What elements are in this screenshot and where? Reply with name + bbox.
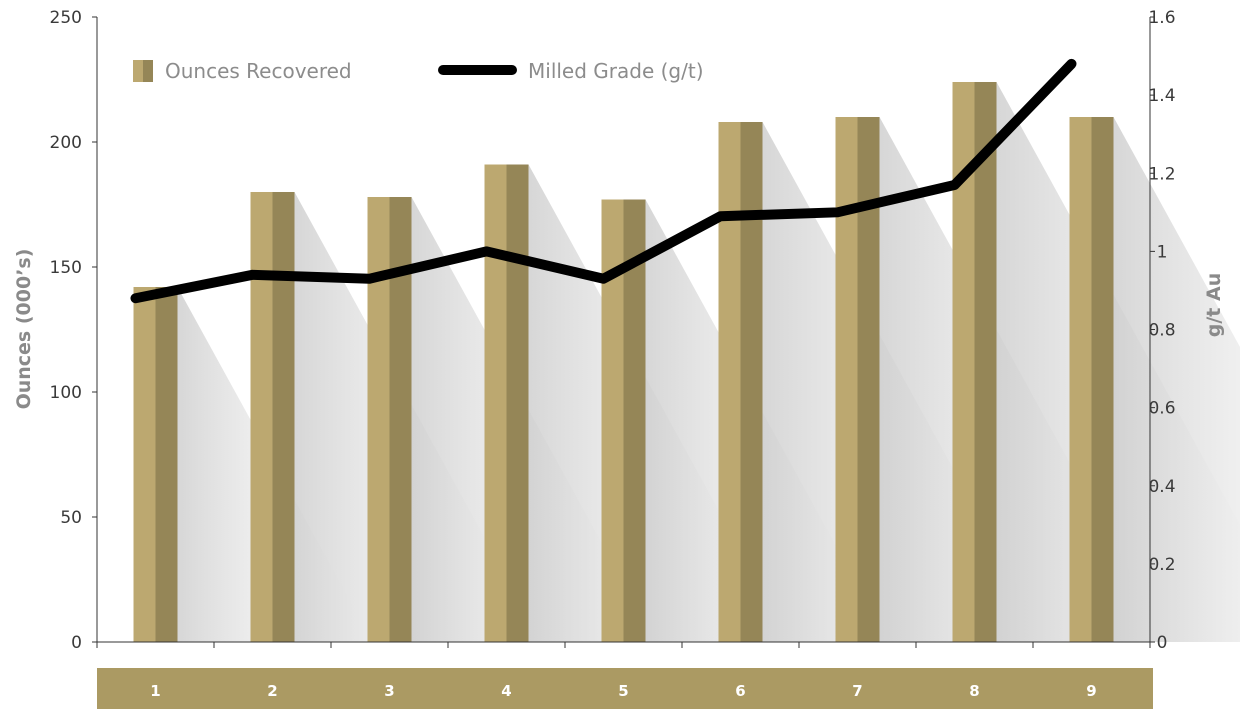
y2-axis-title: g/t Au <box>1203 273 1225 337</box>
y-axis-title: Ounces (000’s) <box>13 249 35 410</box>
y-tick-label: 0 <box>71 633 82 653</box>
category-band: 1 2 3 4 5 6 7 8 9 <box>97 668 1153 709</box>
x-tick-label: 2 <box>267 682 277 700</box>
x-tick-label: 4 <box>501 682 511 700</box>
bar-shade <box>1091 117 1114 642</box>
x-tick-label: 5 <box>618 682 628 700</box>
bar-shade <box>389 197 412 642</box>
y-tick-label: 250 <box>50 8 82 28</box>
y2-tick-label: 1 <box>1157 242 1168 262</box>
bar <box>952 82 975 642</box>
line-series <box>130 58 1077 304</box>
bar-shade <box>155 287 178 642</box>
x-tick-label: 8 <box>969 682 979 700</box>
y2-tick-label: 1.2 <box>1148 164 1175 184</box>
bar-shade <box>272 192 295 642</box>
y2-tick-label: 1.4 <box>1148 86 1175 106</box>
y2-tick-label: 0.8 <box>1148 321 1175 341</box>
x-tick-label: 7 <box>852 682 862 700</box>
y-tick-label: 100 <box>50 383 82 403</box>
y2-tick-label: 0.6 <box>1148 399 1175 419</box>
bar <box>133 287 156 642</box>
legend: Ounces Recovered Milled Grade (g/t) <box>133 59 704 83</box>
axes: 0 50 100 150 200 250 0 0.2 0.4 0.6 0.8 1 1.2 1.4 1.6 <box>50 8 1176 653</box>
y-tick-label: 50 <box>60 508 82 528</box>
y2-tick-label: 0 <box>1157 633 1168 653</box>
y2-tick-label: 1.6 <box>1148 8 1175 28</box>
bar-shade <box>857 117 880 642</box>
x-tick-label: 1 <box>150 682 160 700</box>
bar-shadow <box>1113 117 1240 642</box>
bar <box>367 197 390 642</box>
y2-tick-label: 0.4 <box>1148 477 1175 497</box>
bar <box>718 122 741 642</box>
bars <box>133 82 1114 642</box>
legend-bar-swatch <box>133 60 143 82</box>
legend-label: Ounces Recovered <box>165 59 352 83</box>
y-tick-label: 200 <box>50 133 82 153</box>
bar-shade <box>506 164 529 642</box>
y-tick-label: 150 <box>50 258 82 278</box>
y2-tick-label: 0.2 <box>1148 555 1175 575</box>
legend-bar-swatch-shade <box>143 60 153 82</box>
bar-shade <box>740 122 763 642</box>
legend-label: Milled Grade (g/t) <box>528 59 704 83</box>
bar <box>1069 117 1092 642</box>
bar <box>250 192 273 642</box>
bar <box>835 117 858 642</box>
bar <box>484 164 507 642</box>
grade-line <box>130 58 1077 304</box>
bar-shade <box>974 82 997 642</box>
x-tick-label: 3 <box>384 682 394 700</box>
bar <box>601 199 624 642</box>
x-tick-label: 9 <box>1086 682 1096 700</box>
bar-shade <box>623 199 646 642</box>
x-tick-label: 6 <box>735 682 745 700</box>
category-band-bg <box>97 668 1153 709</box>
